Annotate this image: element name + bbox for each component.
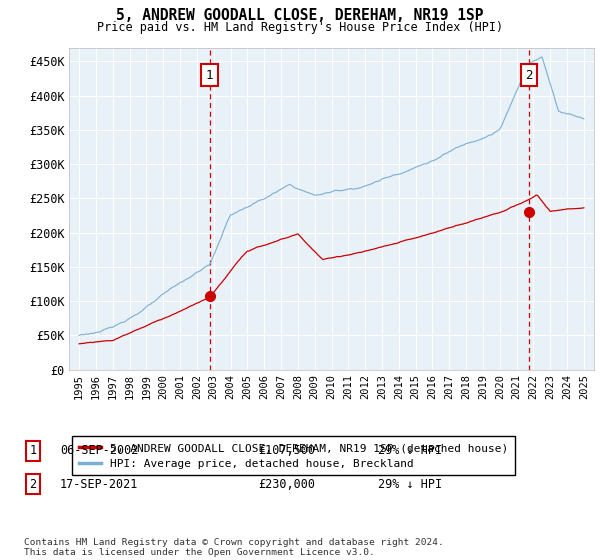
Text: £230,000: £230,000 (258, 478, 315, 491)
Text: 1: 1 (206, 68, 213, 82)
Text: 1: 1 (29, 444, 37, 458)
Text: Contains HM Land Registry data © Crown copyright and database right 2024.
This d: Contains HM Land Registry data © Crown c… (24, 538, 444, 557)
Text: 06-SEP-2002: 06-SEP-2002 (60, 444, 139, 458)
Text: 2: 2 (526, 68, 533, 82)
Text: 2: 2 (29, 478, 37, 491)
Text: £107,500: £107,500 (258, 444, 315, 458)
Text: Price paid vs. HM Land Registry's House Price Index (HPI): Price paid vs. HM Land Registry's House … (97, 21, 503, 34)
Text: 29% ↓ HPI: 29% ↓ HPI (378, 444, 442, 458)
Text: 29% ↓ HPI: 29% ↓ HPI (378, 478, 442, 491)
Text: 5, ANDREW GOODALL CLOSE, DEREHAM, NR19 1SP: 5, ANDREW GOODALL CLOSE, DEREHAM, NR19 1… (116, 8, 484, 24)
Legend: 5, ANDREW GOODALL CLOSE, DEREHAM, NR19 1SP (detached house), HPI: Average price,: 5, ANDREW GOODALL CLOSE, DEREHAM, NR19 1… (72, 436, 515, 475)
Text: 17-SEP-2021: 17-SEP-2021 (60, 478, 139, 491)
